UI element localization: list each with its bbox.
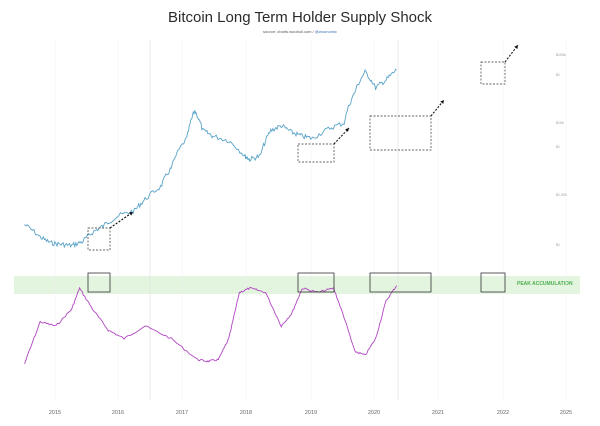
- lths-series-line: [24, 285, 397, 364]
- accumulation-box: [480, 61, 506, 85]
- peak-accumulation-band: [14, 276, 580, 294]
- x-axis-ticks: 2015 2016 2017 2018 2019 2020 2021 2022 2025: [49, 410, 572, 416]
- arrow-head: [345, 128, 349, 132]
- right-tick-label: $1: [556, 73, 560, 77]
- x-tick-label: 2018: [240, 410, 252, 416]
- x-tick-label: 2020: [368, 410, 380, 416]
- chart-source: source: charts.woobull.com / @woonomic: [0, 29, 600, 34]
- x-tick-label: 2021: [432, 410, 444, 416]
- right-tick-label: $1: [556, 243, 560, 247]
- peak-box: [369, 272, 432, 293]
- x-tick-label: 2017: [176, 410, 188, 416]
- peak-box: [87, 272, 111, 293]
- x-tick-label: 2025: [560, 410, 572, 416]
- right-tick-label: $100k: [556, 53, 566, 57]
- right-tick-label: $1,000: [556, 193, 567, 197]
- source-label: source: charts.woobull.com /: [263, 29, 314, 34]
- x-tick-label: 2019: [305, 410, 317, 416]
- accumulation-box: [297, 143, 335, 163]
- right-axis-ticks: $100k $1 $10k $1 $1,000 $1: [556, 53, 567, 247]
- peak-box: [297, 272, 335, 293]
- trend-arrow: [504, 44, 519, 63]
- chart-title: Bitcoin Long Term Holder Supply Shock: [167, 9, 433, 26]
- highlight-boxes: [87, 61, 506, 293]
- right-tick-label: $10k: [556, 121, 564, 125]
- arrow-head: [514, 45, 518, 49]
- accumulation-box: [87, 227, 111, 251]
- right-tick-label: $1: [556, 145, 560, 149]
- arrow-head: [129, 212, 133, 216]
- x-tick-label: 2022: [497, 410, 509, 416]
- vertical-gridlines: [54, 40, 567, 400]
- x-tick-label: 2015: [49, 410, 61, 416]
- band-label: PEAK ACCUMULATION: [517, 281, 573, 287]
- trend-arrows: [109, 44, 519, 229]
- source-handle: @woonomic: [314, 29, 337, 34]
- arrow-head: [440, 100, 444, 104]
- x-tick-label: 2016: [112, 410, 124, 416]
- trend-arrow: [333, 127, 350, 145]
- accumulation-box: [369, 115, 432, 151]
- trend-arrow: [109, 211, 134, 229]
- peak-box: [480, 272, 506, 293]
- price-series-line: [24, 68, 397, 249]
